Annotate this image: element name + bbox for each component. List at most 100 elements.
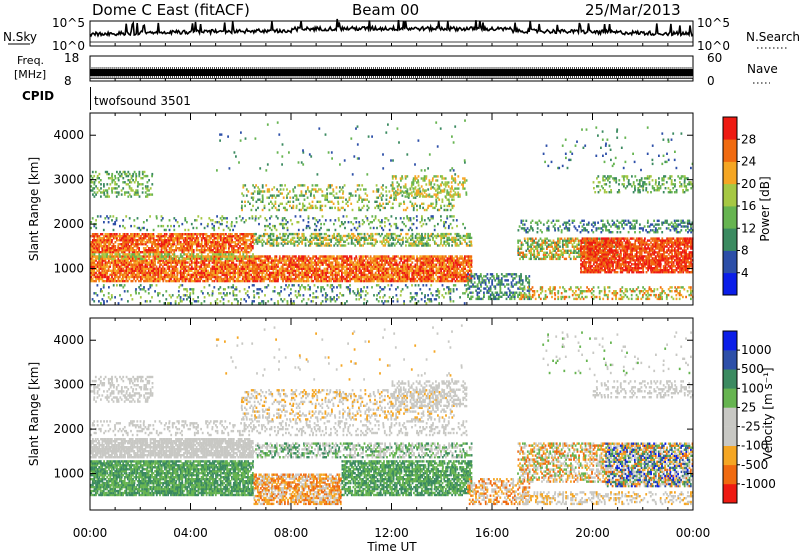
power-cell: [394, 244, 396, 246]
power-cell: [247, 233, 249, 235]
power-cell: [437, 259, 439, 261]
power-cell: [100, 251, 102, 253]
power-cell: [220, 258, 222, 260]
power-cell: [191, 276, 193, 278]
power-cell: [167, 280, 169, 282]
power-cell: [298, 242, 300, 244]
power-cell: [312, 280, 314, 282]
power-cell: [384, 272, 386, 274]
power-cell: [437, 223, 439, 225]
power-cell: [440, 268, 442, 270]
nave-tick-bottom: 0: [707, 74, 715, 88]
power-cell: [391, 242, 393, 244]
power-cell: [372, 268, 374, 270]
power-cell: [129, 173, 131, 175]
power-cell: [360, 264, 362, 266]
power-cell: [231, 253, 233, 255]
power-cell: [346, 276, 348, 278]
power-cell: [448, 259, 450, 261]
power-cell: [469, 241, 471, 243]
power-cell: [183, 253, 185, 255]
power-cell: [288, 264, 290, 266]
power-cell: [332, 272, 334, 274]
power-cell: [376, 255, 378, 257]
power-cell: [461, 242, 463, 244]
power-cell: [280, 223, 282, 225]
power-cell: [405, 233, 407, 235]
power-cell: [435, 242, 437, 244]
power-cell: [106, 253, 108, 255]
power-cell: [370, 227, 372, 229]
power-cell: [400, 259, 402, 261]
power-cell: [397, 255, 399, 257]
power-cell: [392, 276, 394, 278]
power-cell: [370, 268, 372, 270]
power-cell: [435, 255, 437, 257]
power-cell: [298, 233, 300, 235]
power-cell: [239, 280, 241, 282]
power-cell: [221, 280, 223, 282]
power-cell: [261, 259, 263, 261]
power-cell: [312, 237, 314, 239]
power-cell: [273, 239, 275, 241]
power-cell: [174, 233, 176, 235]
power-cell: [285, 219, 287, 221]
power-cell: [231, 264, 233, 266]
power-cell: [320, 223, 322, 225]
power-cell: [278, 242, 280, 244]
power-cell: [184, 229, 186, 231]
power-cell: [309, 227, 311, 229]
power-cell: [344, 227, 346, 229]
nsearch-label: N.Search: [746, 30, 800, 44]
power-cell: [156, 235, 158, 237]
power-cell: [149, 253, 151, 255]
power-cell: [394, 268, 396, 270]
power-cell: [255, 268, 257, 270]
power-cell: [363, 276, 365, 278]
power-cell: [173, 255, 175, 257]
power-cell: [415, 264, 417, 266]
power-cell: [451, 244, 453, 246]
power-cell: [445, 221, 447, 223]
power-cell: [215, 241, 217, 243]
power-cell: [143, 276, 145, 278]
power-cell: [122, 280, 124, 282]
power-cell: [93, 264, 95, 266]
power-cell: [121, 189, 123, 191]
power-cell: [330, 280, 332, 282]
power-cell: [306, 259, 308, 261]
power-cell: [329, 239, 331, 241]
power-cell: [453, 215, 455, 217]
power-cell: [146, 249, 148, 251]
power-cell: [350, 221, 352, 223]
power-cell: [263, 272, 265, 274]
power-cell: [269, 268, 271, 270]
power-cell: [437, 276, 439, 278]
power-cell: [397, 235, 399, 237]
power-cell: [338, 233, 340, 235]
power-cell: [111, 276, 113, 278]
power-cell: [177, 268, 179, 270]
power-cell: [128, 276, 130, 278]
power-cell: [165, 229, 167, 231]
power-cell: [261, 255, 263, 257]
power-cell: [413, 276, 415, 278]
power-cell: [448, 264, 450, 266]
power-cell: [160, 276, 162, 278]
power-cell: [138, 276, 140, 278]
power-cell: [91, 255, 93, 257]
power-cell: [421, 280, 423, 282]
power-cell: [448, 233, 450, 235]
power-cell: [328, 259, 330, 261]
power-cell: [330, 244, 332, 246]
power-cell: [106, 173, 108, 175]
power-cell: [191, 274, 193, 276]
power-cell: [308, 241, 310, 243]
power-cell: [225, 258, 227, 260]
power-cell: [111, 280, 113, 282]
power-cell: [440, 215, 442, 217]
power-cell: [271, 257, 273, 259]
power-cell: [245, 276, 247, 278]
power-cell: [231, 221, 233, 223]
power-cell: [299, 272, 301, 274]
